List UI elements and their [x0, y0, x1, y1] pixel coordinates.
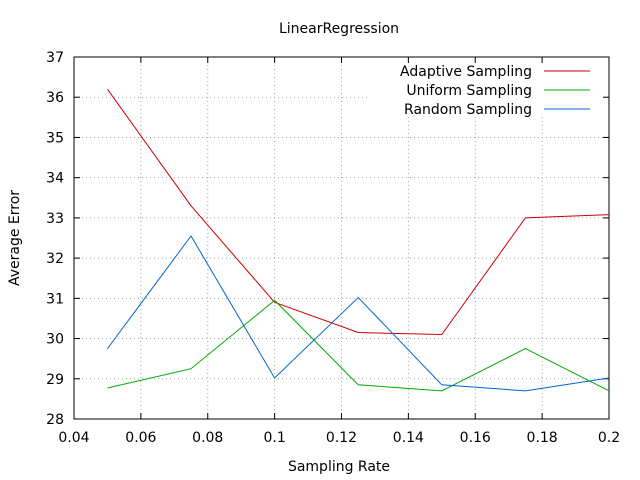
x-tick-label: 0.04	[58, 430, 89, 446]
x-tick-label: 0.08	[192, 430, 223, 446]
y-tick-label: 32	[46, 251, 64, 267]
x-axis-label: Sampling Rate	[288, 459, 390, 475]
x-tick-label: 0.14	[393, 430, 424, 446]
x-tick-label: 0.18	[527, 430, 558, 446]
y-tick-label: 33	[46, 211, 64, 227]
series-line-1	[107, 88, 610, 336]
y-tick-label: 29	[46, 372, 64, 388]
x-tick-labels: 0.04 0.06 0.08 0.1 0.12 0.14 0.16 0.18 0.2	[58, 430, 620, 446]
chart-title: LinearRegression	[279, 21, 399, 37]
x-tick-label: 0.06	[125, 430, 156, 446]
series-line-3	[107, 235, 610, 392]
legend: Adaptive Sampling Uniform Sampling Random …	[400, 64, 590, 118]
x-tick-label: 0.16	[460, 430, 491, 446]
y-tick-labels: 28 29 30 31 32 33 34 35 36 37	[46, 50, 64, 428]
y-tick-label: 28	[46, 412, 64, 428]
legend-label-3: Random Sampling	[404, 102, 532, 118]
y-tick-label: 34	[46, 171, 64, 187]
y-tick-label: 36	[46, 90, 64, 106]
y-tick-label: 37	[46, 50, 64, 66]
grid-lines	[74, 57, 609, 419]
y-tick-label: 31	[46, 291, 64, 307]
y-axis-label: Average Error	[7, 190, 23, 286]
axis-ticks	[73, 56, 610, 420]
legend-label-1: Adaptive Sampling	[400, 64, 532, 80]
series-line-2	[107, 299, 610, 392]
y-tick-label: 30	[46, 332, 64, 348]
x-tick-label: 0.12	[326, 430, 357, 446]
series-lines	[107, 88, 610, 392]
legend-label-2: Uniform Sampling	[406, 83, 532, 99]
x-tick-label: 0.1	[263, 430, 285, 446]
x-tick-label: 0.2	[598, 430, 620, 446]
y-tick-label: 35	[46, 130, 64, 146]
